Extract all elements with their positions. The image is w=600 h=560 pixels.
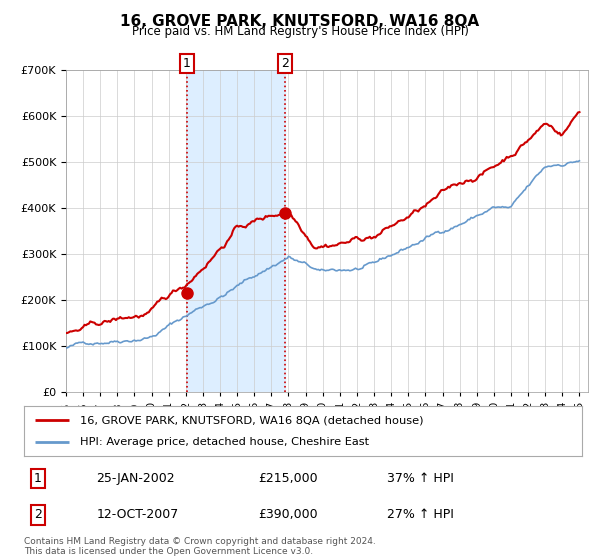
Text: 1: 1: [183, 57, 191, 70]
Text: 25-JAN-2002: 25-JAN-2002: [97, 472, 175, 485]
Text: 37% ↑ HPI: 37% ↑ HPI: [387, 472, 454, 485]
Text: HPI: Average price, detached house, Cheshire East: HPI: Average price, detached house, Ches…: [80, 437, 369, 447]
Text: This data is licensed under the Open Government Licence v3.0.: This data is licensed under the Open Gov…: [24, 548, 313, 557]
Text: 1: 1: [34, 472, 42, 485]
Text: £215,000: £215,000: [259, 472, 318, 485]
Text: 12-OCT-2007: 12-OCT-2007: [97, 508, 179, 521]
Text: £390,000: £390,000: [259, 508, 318, 521]
Text: 2: 2: [281, 57, 289, 70]
Text: Contains HM Land Registry data © Crown copyright and database right 2024.: Contains HM Land Registry data © Crown c…: [24, 538, 376, 547]
Text: 27% ↑ HPI: 27% ↑ HPI: [387, 508, 454, 521]
Text: Price paid vs. HM Land Registry's House Price Index (HPI): Price paid vs. HM Land Registry's House …: [131, 25, 469, 38]
Text: 16, GROVE PARK, KNUTSFORD, WA16 8QA: 16, GROVE PARK, KNUTSFORD, WA16 8QA: [121, 14, 479, 29]
Text: 2: 2: [34, 508, 42, 521]
Text: 16, GROVE PARK, KNUTSFORD, WA16 8QA (detached house): 16, GROVE PARK, KNUTSFORD, WA16 8QA (det…: [80, 415, 424, 425]
Bar: [187, 70, 285, 392]
